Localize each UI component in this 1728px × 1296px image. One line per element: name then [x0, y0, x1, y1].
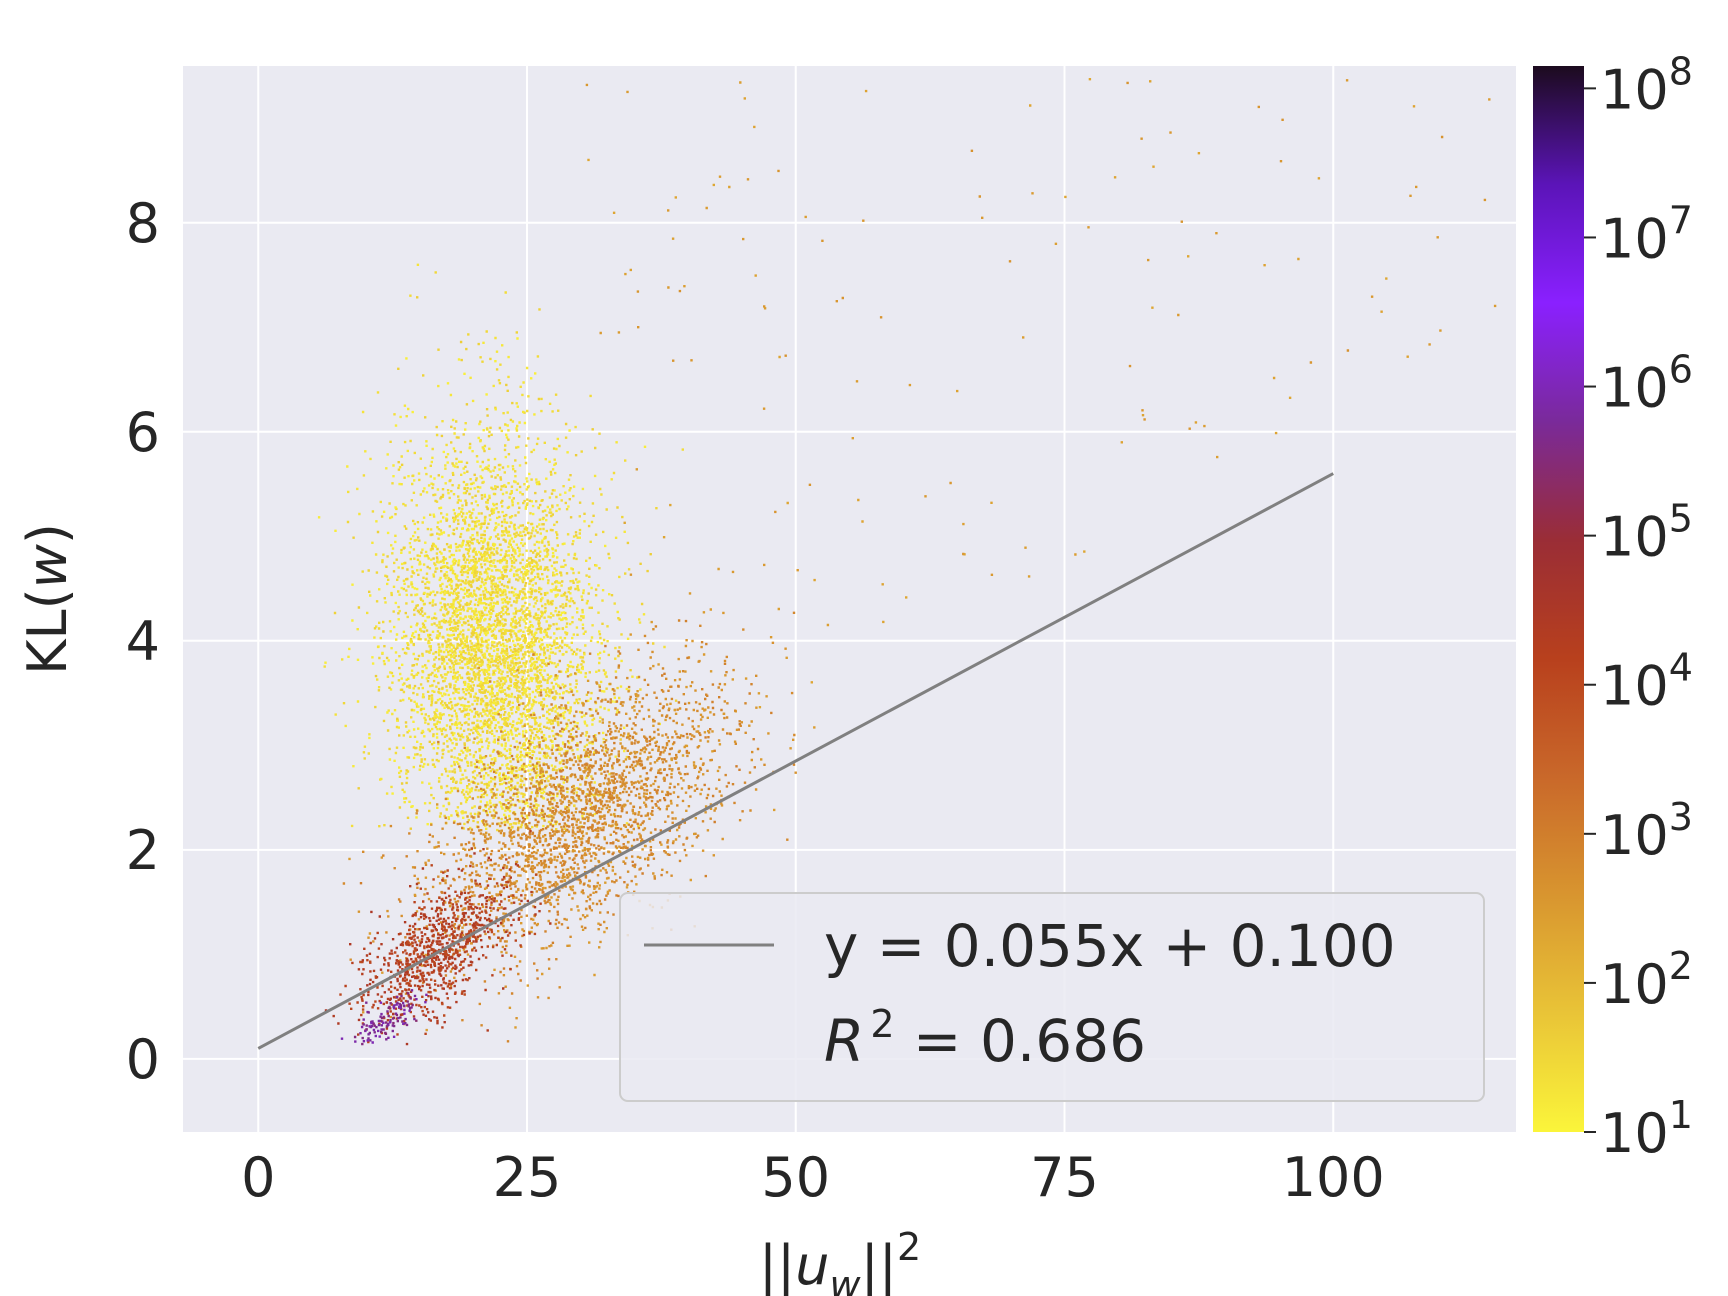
scatter-point-group [362, 1011, 370, 1026]
y-tick-label: 8 [126, 192, 160, 255]
scatter-point-group [382, 1021, 385, 1025]
x-axis-label: ||uw||2 [759, 1225, 921, 1296]
colorbar-ticks: 101 102 103 104 105 106 107 108 [1584, 49, 1693, 1165]
y-tick-labels: 0 2 4 6 8 [126, 192, 160, 1091]
scatter-point-group [479, 934, 482, 937]
scatter-point-group [380, 1030, 383, 1034]
x-tick-label: 50 [761, 1146, 830, 1209]
scatter-point-group [380, 1004, 416, 1027]
scatter-point-group [379, 1001, 399, 1018]
scatter-point-group [387, 1014, 392, 1022]
scatter-point-group [409, 1007, 412, 1010]
x-tick-label: 0 [241, 1146, 275, 1209]
colorbar-tick-label: 104 [1600, 646, 1693, 718]
scatter-point-group [424, 1001, 427, 1004]
scatter-point-group [382, 360, 619, 826]
scatter-point-group [361, 881, 537, 1025]
scatter-point-group [333, 420, 604, 828]
scatter-point-group [394, 1012, 398, 1015]
colorbar-tick-label: 105 [1600, 497, 1693, 569]
y-label-var: w [16, 543, 79, 588]
y-label-main: KL( [16, 588, 79, 675]
scatter-point-group [388, 1007, 405, 1025]
legend-r-value: = 0.686 [895, 1007, 1147, 1075]
scatter-points [317, 78, 1497, 1046]
scatter-point-group [370, 1010, 389, 1024]
scatter-point-group [374, 1034, 377, 1038]
scatter-point-group [365, 1015, 385, 1027]
scatter-point-group [368, 1025, 371, 1028]
scatter-point-group [391, 1017, 395, 1020]
legend-box [619, 892, 1485, 1102]
x-tick-label: 25 [493, 1146, 562, 1209]
y-tick-label: 0 [126, 1028, 160, 1091]
legend-r-var: R [824, 1007, 864, 1075]
scatter-point-group [391, 1029, 394, 1033]
scatter-point-group [410, 989, 414, 992]
scatter-point-group [391, 1024, 394, 1027]
x-tick-label: 100 [1282, 1146, 1385, 1209]
colorbar [1533, 66, 1584, 1132]
legend-fit-equation: y = 0.055x + 0.100 [824, 912, 1396, 980]
x-label-sup: 2 [897, 1225, 921, 1269]
scatter-point-group [362, 1040, 366, 1043]
y-tick-label: 2 [126, 819, 160, 882]
scatter-point-group [337, 869, 474, 1025]
scatter-point-group [398, 1005, 401, 1009]
scatter-point-group [389, 1002, 392, 1005]
x-tick-label: 75 [1030, 1146, 1099, 1209]
x-label-base: ||u [759, 1234, 830, 1296]
scatter-point-group [469, 955, 473, 963]
colorbar-tick-label: 103 [1600, 795, 1693, 867]
colorbar-tick-label: 106 [1600, 348, 1693, 420]
scatter-point-group [372, 969, 376, 973]
y-tick-label: 4 [126, 610, 160, 673]
fit-line [257, 472, 1334, 1050]
scatter-point-group [377, 1019, 390, 1039]
scatter-point-group [407, 992, 410, 995]
x-label-sub: w [829, 1263, 861, 1296]
scatter-point-group [401, 1020, 404, 1023]
scatter-point-group [382, 1028, 385, 1031]
scatter-point-group [375, 1025, 378, 1029]
scatter-point-group [392, 1021, 395, 1025]
scatter-point-group [396, 1019, 399, 1023]
x-label-tail: || [861, 1234, 897, 1296]
y-axis-label: KL(w) [16, 523, 79, 675]
scatter-point-group [380, 1028, 383, 1031]
colorbar-tick-label: 102 [1600, 944, 1693, 1016]
scatter-point-group [408, 1009, 411, 1012]
scatter-point-group [399, 650, 727, 974]
y-tick-label: 6 [126, 401, 160, 464]
legend-r-sup: 2 [870, 1002, 894, 1046]
x-tick-labels: 0 25 50 75 100 [241, 1146, 1385, 1209]
colorbar-tick-label: 101 [1600, 1093, 1693, 1165]
y-label-tail: ) [16, 523, 79, 544]
colorbar-tick-label: 108 [1600, 49, 1693, 121]
colorbar-tick-label: 107 [1600, 198, 1693, 270]
